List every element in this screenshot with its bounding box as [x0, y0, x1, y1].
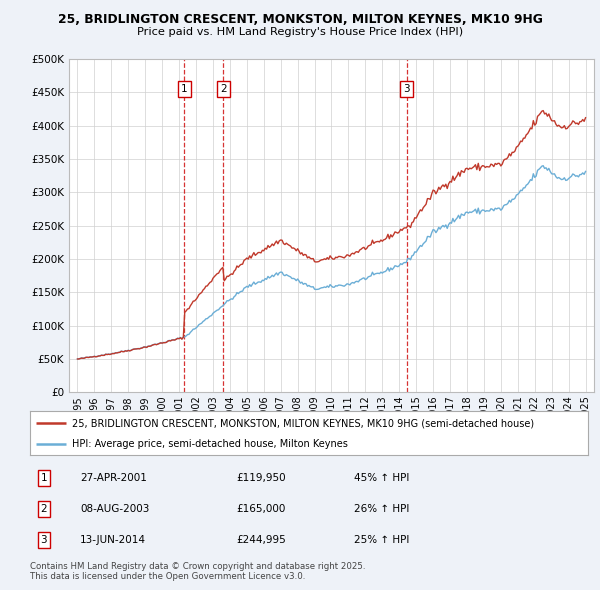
- Text: 2: 2: [220, 84, 226, 94]
- Text: 13-JUN-2014: 13-JUN-2014: [80, 535, 146, 545]
- Text: £244,995: £244,995: [236, 535, 286, 545]
- Text: 26% ↑ HPI: 26% ↑ HPI: [353, 504, 409, 514]
- Text: Price paid vs. HM Land Registry's House Price Index (HPI): Price paid vs. HM Land Registry's House …: [137, 27, 463, 37]
- Text: HPI: Average price, semi-detached house, Milton Keynes: HPI: Average price, semi-detached house,…: [72, 438, 348, 448]
- Text: £165,000: £165,000: [236, 504, 286, 514]
- Text: 1: 1: [181, 84, 188, 94]
- Text: 25% ↑ HPI: 25% ↑ HPI: [353, 535, 409, 545]
- Text: 27-APR-2001: 27-APR-2001: [80, 473, 147, 483]
- Text: 25, BRIDLINGTON CRESCENT, MONKSTON, MILTON KEYNES, MK10 9HG: 25, BRIDLINGTON CRESCENT, MONKSTON, MILT…: [58, 13, 542, 26]
- Text: Contains HM Land Registry data © Crown copyright and database right 2025.
This d: Contains HM Land Registry data © Crown c…: [30, 562, 365, 581]
- Text: 45% ↑ HPI: 45% ↑ HPI: [353, 473, 409, 483]
- Text: 3: 3: [41, 535, 47, 545]
- Text: £119,950: £119,950: [236, 473, 286, 483]
- Text: 2: 2: [41, 504, 47, 514]
- Text: 08-AUG-2003: 08-AUG-2003: [80, 504, 149, 514]
- Text: 25, BRIDLINGTON CRESCENT, MONKSTON, MILTON KEYNES, MK10 9HG (semi-detached house: 25, BRIDLINGTON CRESCENT, MONKSTON, MILT…: [72, 418, 534, 428]
- Text: 3: 3: [404, 84, 410, 94]
- Text: 1: 1: [41, 473, 47, 483]
